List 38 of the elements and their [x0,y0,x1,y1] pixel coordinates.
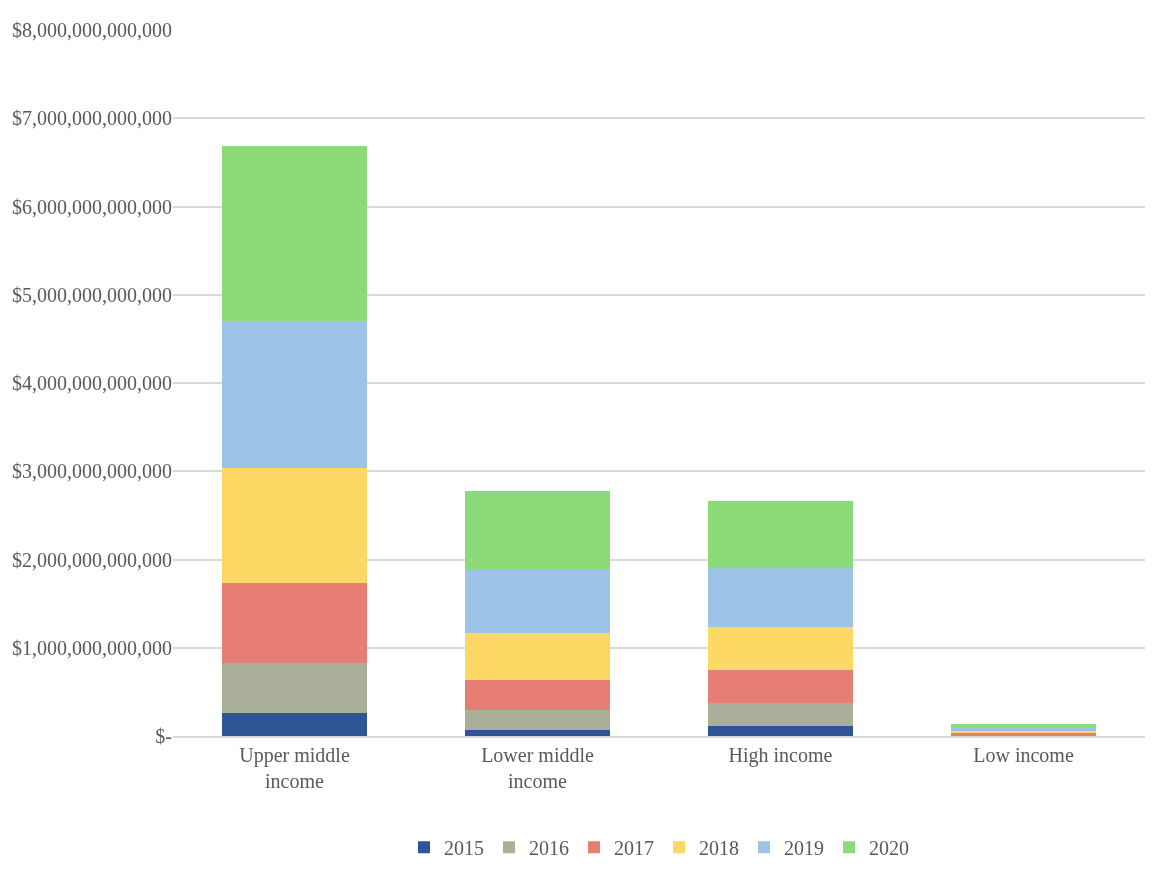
bar [464,710,611,730]
legend-label: 2016 [529,837,569,860]
x-tick-label: Lower middle income [481,743,594,792]
bar [707,703,854,727]
legend-label: 2020 [869,837,909,860]
bar [221,713,368,736]
y-tick-label: $1,000,000,000,000 [12,636,172,659]
bar [221,583,368,663]
bar [464,679,611,711]
y-tick-label: $6,000,000,000,000 [12,195,172,218]
legend-label: 2015 [444,837,484,860]
bar [221,467,368,584]
legend-label: 2019 [784,837,824,860]
y-tick-label: $8,000,000,000,000 [12,19,172,41]
y-tick-label: $2,000,000,000,000 [12,548,172,571]
legend-label: 2017 [614,837,654,860]
bar [707,669,854,704]
bar [221,321,368,468]
y-tick-label: $4,000,000,000,000 [12,372,172,394]
x-tick-label: Upper middle income [239,743,350,792]
bar [707,726,854,736]
x-tick-label: High income [728,743,833,767]
bar [950,723,1097,729]
y-tick-label: $- [155,725,172,747]
bar [707,501,854,569]
legend-label: 2018 [699,837,739,860]
bar [707,626,854,670]
bar [221,146,368,322]
bar [464,632,611,680]
x-tick-label: Low income [973,743,1074,766]
y-tick-label: $5,000,000,000,000 [12,283,172,306]
bar [464,729,611,736]
bar [221,662,368,714]
y-tick-label: $7,000,000,000,000 [12,107,172,130]
bar [464,490,611,571]
y-tick-label: $3,000,000,000,000 [12,460,172,483]
bar [464,570,611,633]
bar [707,568,854,627]
